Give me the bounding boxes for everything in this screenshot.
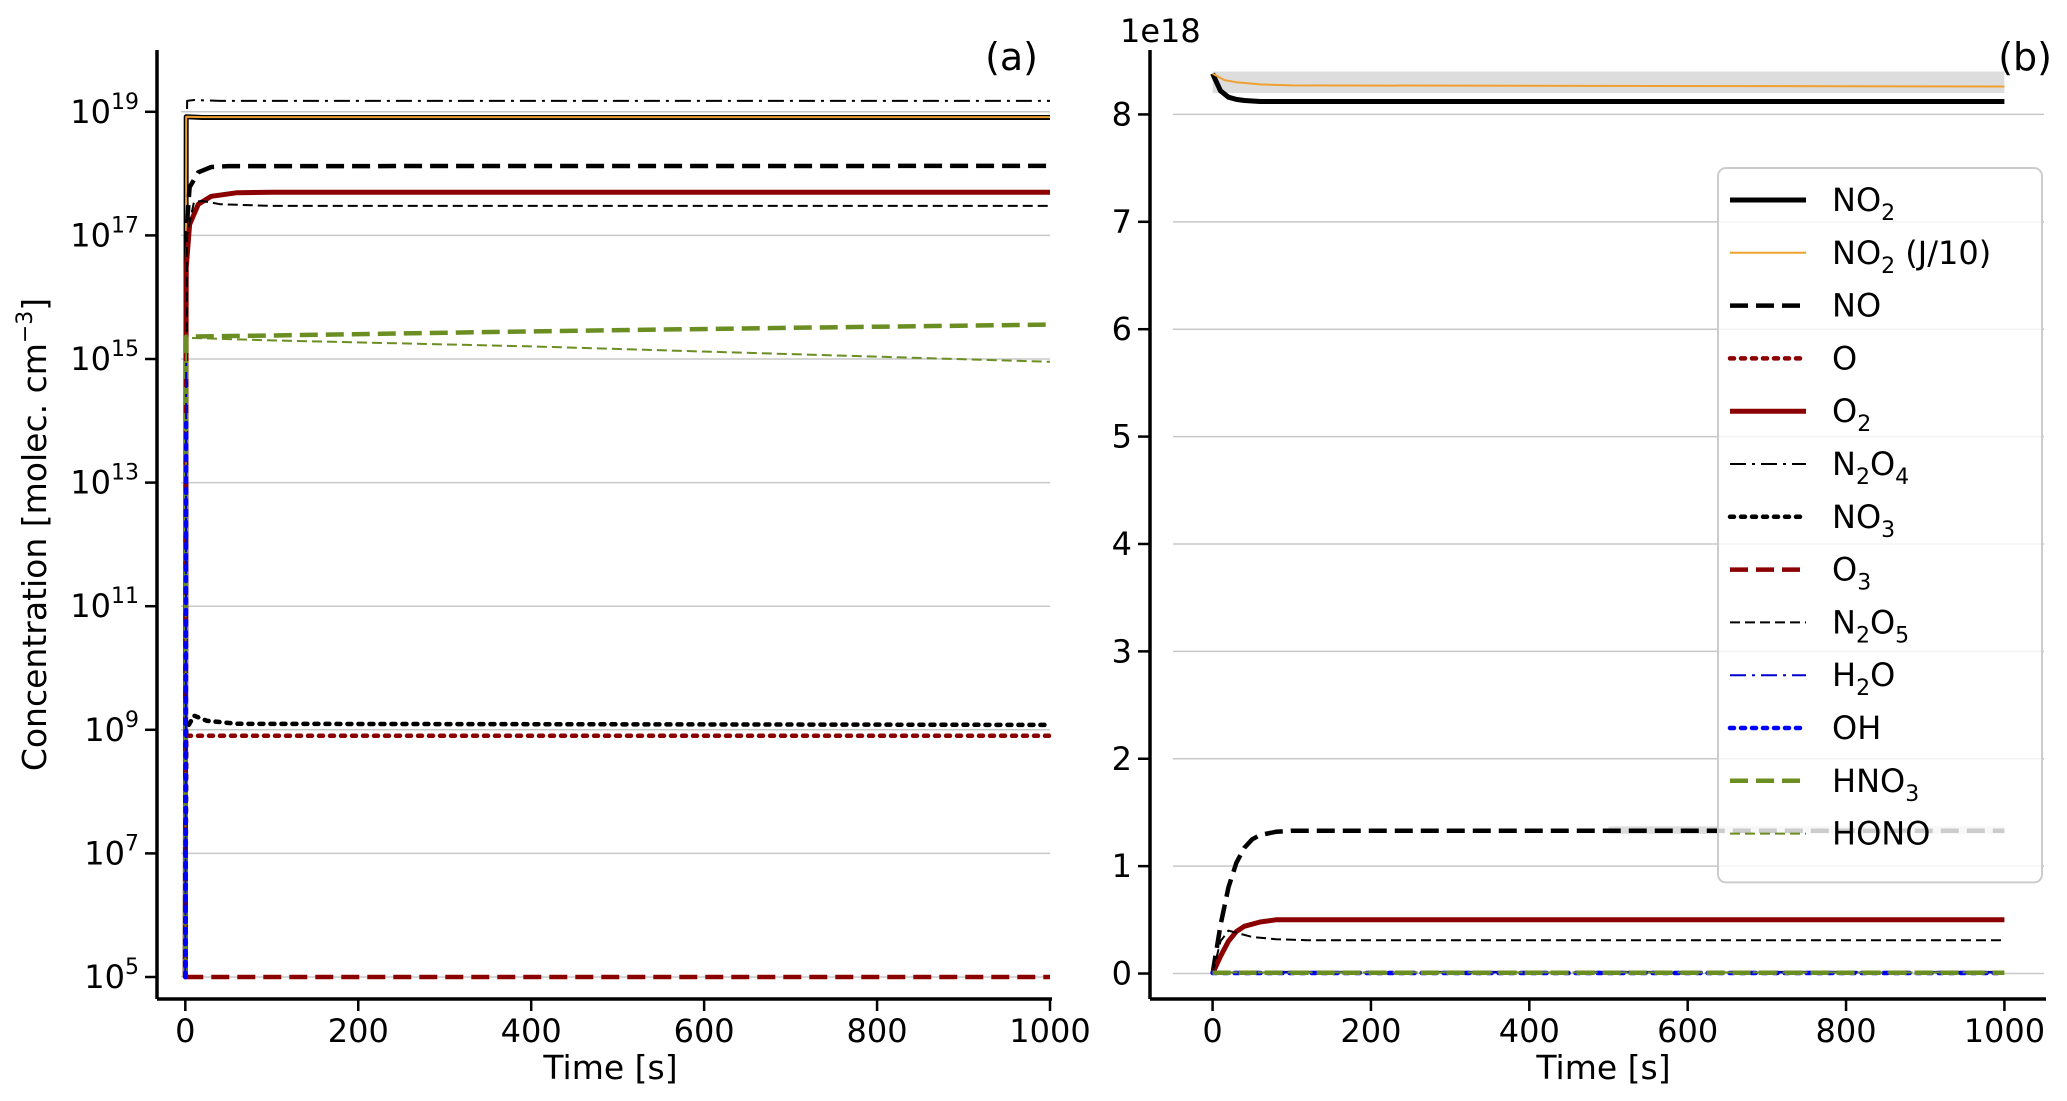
legend-label-0: NO2 (1832, 181, 1895, 226)
y-tick-label-a-6: 1017 (70, 213, 139, 254)
legend-b: NO2 NO2 (J/10) NO O O2 N2O4 NO3 O3 N2O5 H2O OH HNO3… (1717, 167, 2043, 884)
series-b-o2 (1210, 917, 2005, 975)
series-a-n2o5 (184, 200, 1050, 978)
series-a-hno3 (183, 322, 1051, 978)
band-b-0 (1212, 71, 2005, 93)
y-tick-label-a-7: 1019 (70, 90, 139, 131)
x-tick-label-b-0: 0 (1202, 1012, 1222, 1050)
legend-label-6: NO3 (1832, 498, 1895, 543)
legend-label-4: O2 (1832, 392, 1871, 437)
legend-label-11: HNO3 (1832, 762, 1919, 807)
x-axis-label-a: Time [s] (542, 1048, 677, 1087)
x-tick-label-a-3: 600 (674, 1012, 735, 1050)
y-tick-label-b-1: 1 (1112, 847, 1132, 885)
y-tick-label-b-7: 7 (1112, 203, 1132, 241)
panel-a-chart: 0 200 400 600 800 1000 105 107 109 1011 1013 1015 10… (13, 35, 1091, 1087)
legend-label-7: O3 (1832, 551, 1871, 596)
y-tick-label-b-6: 6 (1112, 310, 1132, 348)
y-axis-label-a: Concentration [molec. cm−3] (13, 298, 54, 771)
y-tick-label-b-4: 4 (1112, 525, 1132, 563)
y-tick-label-b-8: 8 (1112, 95, 1132, 133)
x-tick-label-b-1: 200 (1340, 1012, 1401, 1050)
x-tick-label-b-3: 600 (1657, 1012, 1718, 1050)
legend-label-2: NO (1832, 287, 1881, 325)
series-a-o (183, 733, 1053, 980)
x-tick-label-a-4: 800 (847, 1012, 908, 1050)
y-tick-label-a-3: 1011 (70, 584, 139, 625)
y-tick-label-a-2: 109 (84, 708, 139, 749)
panel-b-chart: 0 200 400 600 800 1000 0 1 2 3 4 5 6 7 8 Time [s] 1e18 (b… (1112, 12, 2052, 1087)
legend-label-3: O (1832, 339, 1857, 377)
panel-label-a: (a) (985, 35, 1038, 79)
series-a-n2o4 (184, 99, 1050, 978)
panel-label-b: (b) (1998, 35, 2052, 79)
legend-label-10: OH (1832, 709, 1881, 747)
series-b-n2o5 (1211, 929, 2005, 974)
series-a-no2 (182, 114, 1050, 978)
y-tick-label-a-0: 105 (84, 955, 139, 996)
legend-box-b (1717, 167, 2043, 884)
y-tick-label-b-0: 0 (1112, 955, 1132, 993)
x-tick-label-b-5: 1000 (1964, 1012, 2045, 1050)
series-a-o2 (182, 189, 1050, 978)
offset-text-b: 1e18 (1120, 12, 1201, 50)
series-b-no (1210, 828, 2005, 974)
x-tick-label-a-1: 200 (328, 1012, 389, 1050)
y-tick-label-b-3: 3 (1112, 632, 1132, 670)
legend-label-5: N2O4 (1832, 445, 1909, 490)
series-a-hono (184, 336, 1051, 978)
legend-label-9: H2O (1832, 656, 1895, 701)
x-tick-label-a-5: 1000 (1009, 1012, 1090, 1050)
y-tick-label-b-5: 5 (1112, 418, 1132, 456)
x-tick-label-b-4: 800 (1816, 1012, 1877, 1050)
y-tick-label-a-4: 1013 (70, 461, 139, 502)
x-tick-label-a-0: 0 (175, 1012, 195, 1050)
series-b-no2 (1210, 72, 2005, 104)
series-a-no (183, 163, 1051, 978)
y-tick-label-a-5: 1015 (70, 337, 139, 378)
legend-label-1: NO2 (J/10) (1832, 234, 1991, 279)
y-tick-label-b-2: 2 (1112, 740, 1132, 778)
x-axis-label-b: Time [s] (1535, 1048, 1670, 1087)
series-b-no2-j-10 (1212, 72, 2005, 88)
legend-label-12: HONO (1832, 815, 1930, 853)
y-tick-label-a-1: 107 (84, 831, 139, 872)
x-tick-label-b-2: 400 (1499, 1012, 1560, 1050)
legend-label-8: N2O5 (1832, 603, 1909, 648)
x-tick-label-a-2: 400 (501, 1012, 562, 1050)
series-a-no3 (183, 713, 1053, 980)
series-a-oh (183, 418, 189, 980)
series-a-no2-j-10 (184, 115, 1050, 978)
